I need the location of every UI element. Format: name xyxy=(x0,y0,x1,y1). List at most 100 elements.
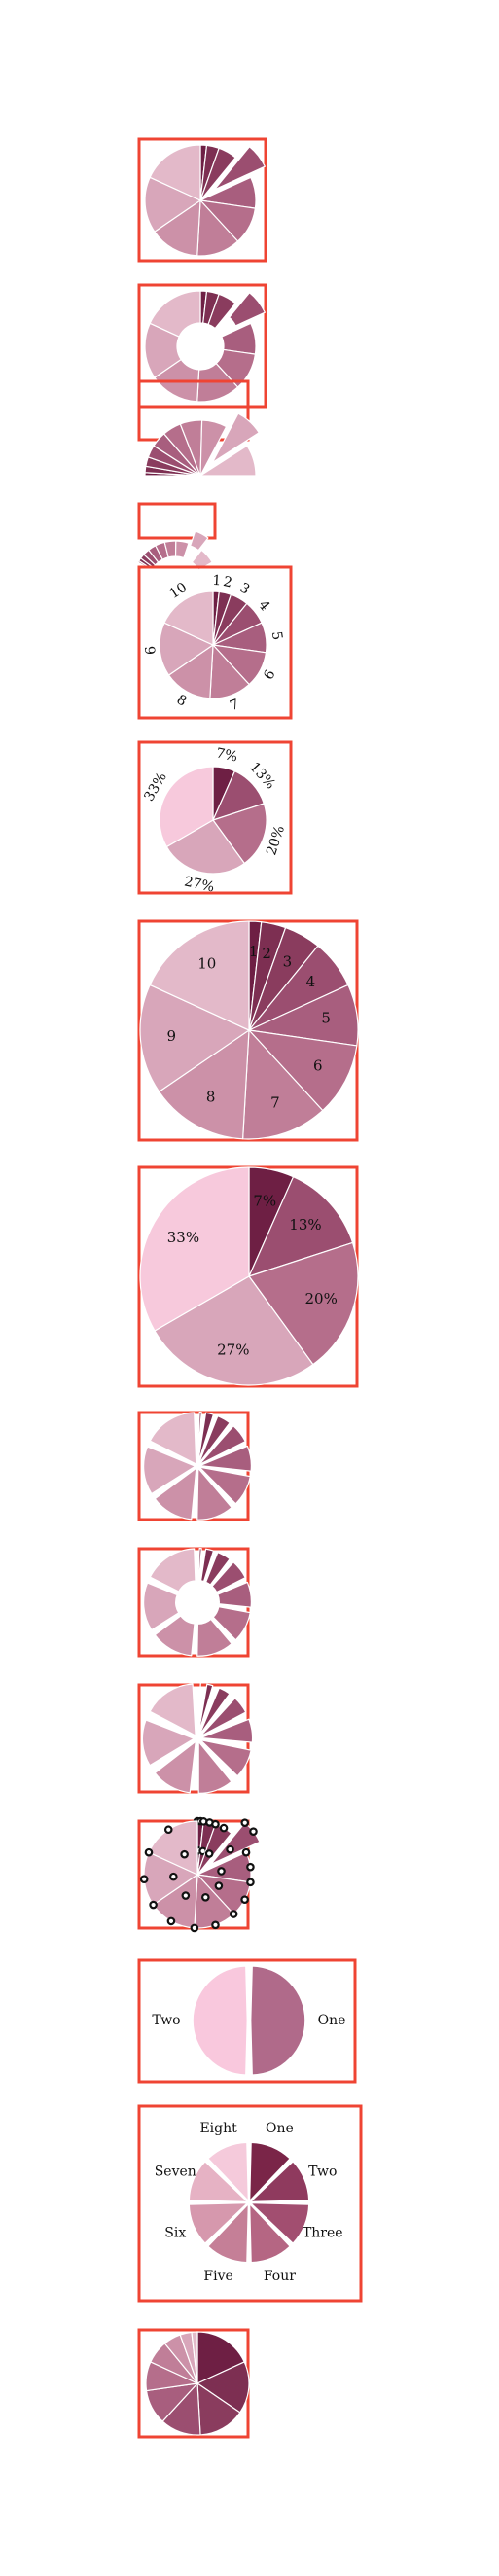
slice-label: One xyxy=(266,2121,294,2136)
control-point[interactable] xyxy=(180,1849,189,1859)
slice-label: 4 xyxy=(306,973,316,990)
slice-label: 7% xyxy=(253,1193,276,1210)
pie-slice-9 xyxy=(143,1446,196,1495)
pie-slice-4 xyxy=(165,819,245,875)
pie-slice-2 xyxy=(196,1412,215,1465)
slice-label: 2 xyxy=(222,574,233,591)
control-point[interactable] xyxy=(211,1819,220,1829)
control-point[interactable] xyxy=(201,1893,210,1902)
pie-slice-3 xyxy=(205,1552,231,1586)
control-point[interactable] xyxy=(241,1847,251,1857)
pie-chart-10 xyxy=(137,1547,252,1658)
slice-label: 3 xyxy=(237,580,253,597)
control-point[interactable] xyxy=(169,1872,178,1881)
control-point[interactable] xyxy=(204,1849,214,1858)
pie-slice-8 xyxy=(199,419,228,477)
slice-label: Two xyxy=(152,2013,180,2028)
pie-slice-Four xyxy=(249,2203,291,2264)
pie-slice-7 xyxy=(242,1029,324,1140)
pie-slice-10 xyxy=(149,1683,196,1736)
pie-chart-11 xyxy=(137,1682,254,1794)
pie-slice-2 xyxy=(199,1548,215,1583)
pie-slice-7 xyxy=(197,1740,232,1794)
pie-slice-10 xyxy=(191,2331,198,2384)
pie-slice-4 xyxy=(198,1425,246,1466)
slice-label: 3 xyxy=(283,952,293,970)
pie-slice-9 xyxy=(159,622,214,676)
pie-slice-10 xyxy=(163,590,214,646)
slice-label: 20% xyxy=(305,1290,338,1307)
control-point[interactable] xyxy=(240,1818,250,1827)
pie-slice-7 xyxy=(196,1467,232,1521)
pie-slice-10 xyxy=(149,1412,197,1465)
chart-frame xyxy=(137,565,293,720)
control-point[interactable] xyxy=(214,1881,224,1890)
slice-label: 10 xyxy=(197,955,216,973)
control-point[interactable] xyxy=(190,1923,199,1933)
slice-label: Four xyxy=(264,2269,296,2284)
pie-chart-14: One Two Three Four Five Six Seven Eight xyxy=(137,2104,363,2303)
pie-slice-3 xyxy=(199,147,236,201)
control-point[interactable] xyxy=(229,1910,238,1918)
control-point[interactable] xyxy=(246,1862,255,1872)
chart-frame xyxy=(137,283,267,409)
pie-slice-3 xyxy=(212,803,267,865)
slice-label: 13% xyxy=(289,1216,321,1234)
pie-slice-One xyxy=(249,2141,291,2201)
pie-slice-4 xyxy=(213,146,266,191)
pie-slice-Two xyxy=(192,1965,248,2076)
control-point[interactable] xyxy=(166,1916,176,1926)
chart-frame xyxy=(137,137,267,263)
slice-label: 2 xyxy=(262,945,271,962)
control-point[interactable] xyxy=(149,1900,158,1910)
pie-slice-6 xyxy=(212,1606,251,1641)
pie-chart-8: 7% 13% 20% 27% 33% xyxy=(137,1165,359,1388)
pie-slice-4 xyxy=(154,1275,314,1386)
pie-slice-4 xyxy=(199,1698,247,1737)
pie-slice-6 xyxy=(198,1466,251,1505)
pie-slice-Two xyxy=(250,2161,310,2202)
slice-label: 5 xyxy=(321,1010,331,1027)
pie-slice-1 xyxy=(197,1548,202,1582)
slice-label: 1 xyxy=(212,573,222,589)
control-point[interactable] xyxy=(139,1875,149,1884)
slice-label: Seven xyxy=(155,2165,196,2180)
pie-slice-Five xyxy=(207,2203,249,2264)
slice-label: 7% xyxy=(215,745,239,765)
pie-slice-Three xyxy=(250,2202,310,2244)
slice-label: 4 xyxy=(255,597,272,614)
slice-label: 7 xyxy=(270,1093,280,1111)
control-point[interactable] xyxy=(144,1847,154,1857)
control-point[interactable] xyxy=(240,1895,249,1904)
pie-slice-8 xyxy=(154,199,201,257)
chart-frame xyxy=(137,502,217,540)
slice-label: 33% xyxy=(167,1229,199,1246)
pie-chart-6: 7%13%20%27%33% xyxy=(137,740,293,896)
pie-slice-10 xyxy=(149,920,250,1031)
pie-chart-7: 1 2 34 5 6 7 8 9 10 xyxy=(137,919,359,1142)
pie-slice-10 xyxy=(191,549,213,571)
control-point[interactable] xyxy=(219,1823,229,1833)
slice-label: 6 xyxy=(261,667,278,682)
pie-chart-1 xyxy=(137,137,267,263)
pie-slice-8 xyxy=(154,1615,196,1657)
slice-label: Two xyxy=(308,2165,337,2180)
control-point[interactable] xyxy=(246,1878,255,1887)
pie-slice-8 xyxy=(174,540,190,559)
pie-slice-5 xyxy=(198,1445,252,1472)
pie-chart-4 xyxy=(137,502,217,571)
pie-chart-12 xyxy=(137,1816,261,1933)
pie-slice-9 xyxy=(143,1582,180,1631)
slice-label: One xyxy=(318,2013,346,2028)
pie-slice-Six xyxy=(188,2202,248,2244)
pie-slice-1 xyxy=(196,1682,201,1736)
control-point[interactable] xyxy=(181,1891,191,1900)
control-point[interactable] xyxy=(226,1844,234,1854)
control-point[interactable] xyxy=(163,1825,173,1835)
control-point[interactable] xyxy=(217,1867,226,1876)
control-point[interactable] xyxy=(249,1827,258,1836)
pie-slice-1 xyxy=(196,1412,202,1465)
pie-slice-Eight xyxy=(207,2141,249,2201)
control-point[interactable] xyxy=(211,1920,220,1930)
